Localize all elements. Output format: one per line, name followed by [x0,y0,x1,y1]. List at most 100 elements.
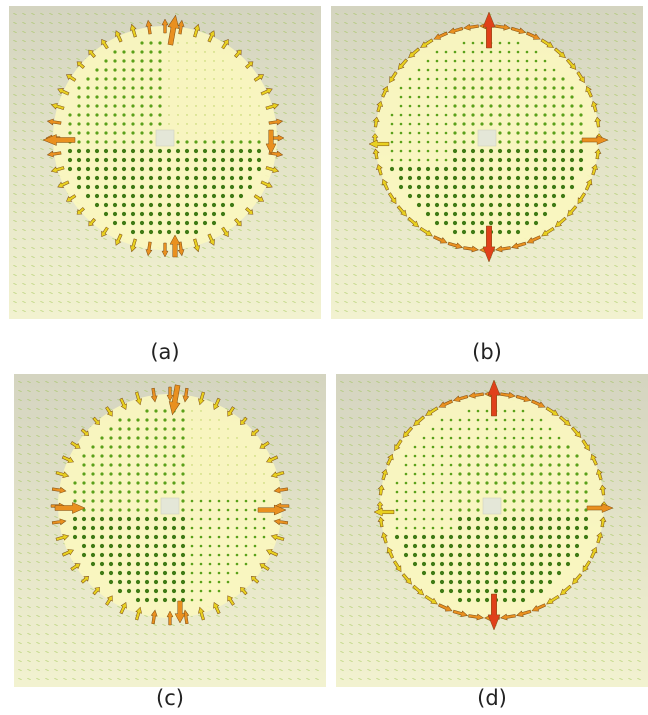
field-dot [574,552,580,558]
field-dot [390,122,394,126]
field-dash [288,570,292,572]
field-dot [229,202,235,208]
field-dot [524,157,530,163]
field-dot [516,77,520,81]
field-dash [63,426,67,428]
field-dash [556,660,560,662]
field-dash [632,76,636,78]
field-dash [565,642,569,644]
field-dash [22,193,26,195]
field-dash [565,678,569,680]
field-dash [565,381,569,383]
field-dash [353,85,357,87]
field-dot [570,140,574,144]
field-dash [22,256,26,258]
field-dot [208,562,212,566]
field-dot [440,472,444,476]
field-dash [288,453,292,455]
field-dash [367,570,371,572]
field-dash [574,588,578,590]
field-dash [315,480,319,482]
field-dash [619,615,623,617]
field-dot [489,122,493,126]
field-dash [353,103,357,105]
field-dash [112,13,116,15]
field-dash [587,22,591,24]
field-dash [569,247,573,249]
field-dash [502,651,506,653]
field-dash [265,22,269,24]
field-dash [58,202,62,204]
field-dash [610,471,614,473]
field-dot [525,131,529,135]
field-dash [403,417,407,419]
field-dash [36,462,40,464]
field-dash [297,633,301,635]
field-dash [335,40,339,42]
field-dot [556,525,562,531]
field-dot [217,571,221,575]
field-dash [202,274,206,276]
field-dot [112,193,118,199]
field-dash [315,408,319,410]
field-dot [449,490,453,494]
field-dash [547,606,551,608]
field-dot [200,473,202,475]
field-dot [127,445,131,449]
field-dash [371,211,375,213]
field-dash [67,211,71,213]
field-dot [462,122,466,126]
field-dash [211,292,215,294]
field-dash [614,139,618,141]
field-dot [466,588,472,594]
field-dot [131,59,135,63]
field-dot [479,220,485,226]
field-dot [552,140,556,144]
field-dash [425,22,429,24]
field-dash [340,633,344,635]
rim-arrow [240,416,248,426]
field-dash [211,301,215,303]
field-dash [162,633,166,635]
field-dot [511,534,517,540]
field-dash [362,238,366,240]
field-dash [385,669,389,671]
field-dot [417,122,421,126]
field-dash [385,633,389,635]
field-dash [76,310,80,312]
field-dot [258,114,260,116]
field-dot [117,588,123,594]
field-dash [202,301,206,303]
field-dash [565,597,569,599]
field-dot [443,175,449,181]
field-dash [569,31,573,33]
field-dash [301,130,305,132]
field-dot [512,409,516,413]
field-dash [76,22,80,24]
field-dot [240,132,242,134]
field-dash [49,85,53,87]
field-dash [520,381,524,383]
field-dot [408,122,412,126]
field-dash [574,597,578,599]
field-dash [274,58,278,60]
field-dot [108,552,114,558]
field-dash [349,498,353,500]
field-dash [243,390,247,392]
field-dash [340,390,344,392]
field-dash [238,247,242,249]
field-dot [99,534,105,540]
field-dash [605,193,609,195]
field-dot [457,534,463,540]
field-dash [36,678,40,680]
field-dot [498,77,502,81]
field-dash [520,642,524,644]
field-dash [565,606,569,608]
field-dot [94,148,100,154]
field-dot [103,157,109,163]
field-dot [426,131,430,135]
field-dot [113,86,117,90]
field-dot [140,104,144,108]
field-dash [94,265,98,267]
field-dash [574,399,578,401]
